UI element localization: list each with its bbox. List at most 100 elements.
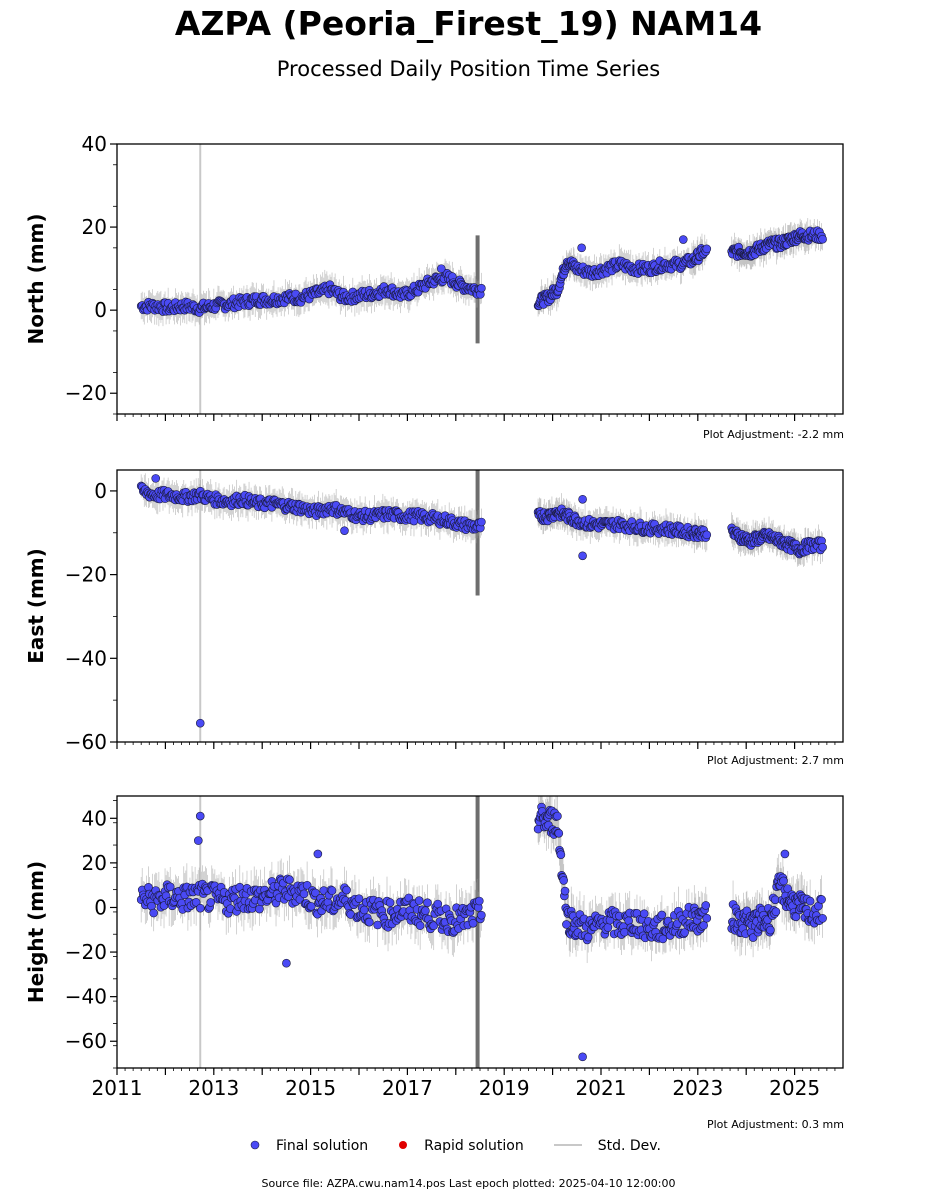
- data-point: [817, 895, 826, 904]
- x-tick-label: 2021: [576, 1076, 627, 1100]
- outlier-point: [340, 526, 349, 535]
- data-point: [554, 828, 564, 838]
- data-point: [165, 882, 175, 892]
- data-point: [553, 811, 562, 821]
- outlier-point: [194, 836, 203, 845]
- rapid-marker-icon: [398, 1138, 408, 1154]
- data-point: [818, 542, 827, 552]
- outlier-point: [151, 474, 161, 483]
- y-tick-label: 20: [82, 215, 107, 239]
- data-point: [191, 897, 201, 907]
- y-tick-label: 0: [94, 479, 107, 503]
- chart-title: AZPA (Peoria_Firest_19) NAM14: [174, 4, 763, 43]
- data-point: [385, 898, 395, 907]
- legend-label-stddev: Std. Dev.: [597, 1138, 661, 1154]
- y-tick-label: −40: [65, 646, 107, 670]
- data-point: [702, 244, 712, 254]
- outlier-point: [578, 494, 587, 504]
- y-tick-label: 40: [82, 806, 107, 830]
- data-point: [658, 934, 668, 944]
- data-point: [255, 904, 264, 914]
- data-point: [342, 885, 351, 895]
- data-point: [639, 909, 649, 918]
- x-tick-label: 2023: [672, 1076, 723, 1100]
- data-point: [771, 907, 781, 917]
- y-tick-label: 0: [94, 895, 107, 919]
- data-point: [468, 918, 478, 928]
- height-plot-adjustment: Plot Adjustment: 0.3 mm: [706, 1118, 844, 1131]
- final-marker-icon: [250, 1138, 260, 1154]
- data-point: [149, 908, 158, 918]
- data-point: [414, 896, 424, 905]
- data-point: [702, 530, 712, 540]
- data-point: [327, 886, 337, 895]
- data-point: [583, 932, 593, 942]
- stddev-line-icon: [553, 1138, 582, 1154]
- data-point: [415, 921, 425, 930]
- data-point: [702, 913, 712, 923]
- data-point: [699, 921, 708, 930]
- legend-item-final: Final solution: [250, 1138, 368, 1154]
- data-point: [373, 920, 382, 930]
- outlier-point: [678, 235, 688, 244]
- legend: Final solution Rapid solution Std. Dev.: [250, 1138, 691, 1154]
- outlier-point: [313, 849, 323, 859]
- legend-item-rapid: Rapid solution: [398, 1138, 524, 1154]
- data-point: [818, 234, 827, 244]
- data-point: [429, 921, 438, 931]
- data-point: [285, 875, 294, 884]
- data-point: [477, 517, 486, 527]
- y-tick-label: −20: [65, 940, 107, 964]
- data-point: [783, 884, 792, 893]
- data-point: [556, 850, 566, 859]
- data-point: [791, 912, 801, 922]
- data-point: [311, 888, 320, 898]
- data-point: [603, 923, 613, 932]
- data-point: [748, 933, 758, 942]
- outlier-point: [578, 1052, 587, 1062]
- data-point: [475, 896, 484, 906]
- y-tick-label: 20: [82, 851, 107, 875]
- y-axis-label: Height (mm): [24, 861, 48, 1003]
- outlier-point: [195, 811, 205, 821]
- data-point: [680, 928, 689, 937]
- data-point: [196, 903, 205, 913]
- east-plot-adjustment: Plot Adjustment: 2.7 mm: [706, 754, 844, 767]
- data-point: [818, 914, 827, 923]
- x-tick-label: 2025: [769, 1076, 820, 1100]
- y-tick-label: 40: [82, 132, 107, 156]
- source-footer: Source file: AZPA.cwu.nam14.pos Last epo…: [261, 1177, 676, 1190]
- data-point: [657, 910, 667, 920]
- north-plot-adjustment: Plot Adjustment: -2.2 mm: [703, 428, 844, 441]
- data-point: [477, 910, 486, 920]
- outlier-point: [195, 718, 205, 728]
- data-point: [477, 283, 486, 293]
- legend-label-final: Final solution: [276, 1138, 369, 1154]
- data-point: [354, 894, 364, 903]
- x-tick-label: 2011: [92, 1076, 143, 1100]
- axes-frame: [116, 143, 844, 415]
- chart-subtitle: Processed Daily Position Time Series: [276, 57, 661, 81]
- data-point: [805, 896, 815, 906]
- data-point: [562, 920, 571, 929]
- outlier-point: [578, 551, 587, 561]
- data-point: [766, 925, 775, 935]
- y-axis-label: East (mm): [24, 548, 48, 664]
- y-axis-label: North (mm): [24, 213, 48, 344]
- data-point: [206, 898, 215, 907]
- data-point: [306, 902, 316, 911]
- outlier-point: [436, 264, 446, 273]
- data-point: [560, 886, 570, 896]
- y-tick-label: −60: [65, 1029, 107, 1053]
- x-tick-label: 2017: [382, 1076, 433, 1100]
- legend-item-stddev: Std. Dev.: [553, 1138, 661, 1154]
- data-point: [365, 917, 374, 927]
- y-tick-label: 0: [94, 298, 107, 322]
- x-tick-label: 2015: [285, 1076, 336, 1100]
- y-tick-label: −40: [65, 985, 107, 1009]
- data-point: [423, 898, 432, 907]
- data-point: [779, 876, 788, 886]
- y-tick-label: −60: [65, 730, 107, 754]
